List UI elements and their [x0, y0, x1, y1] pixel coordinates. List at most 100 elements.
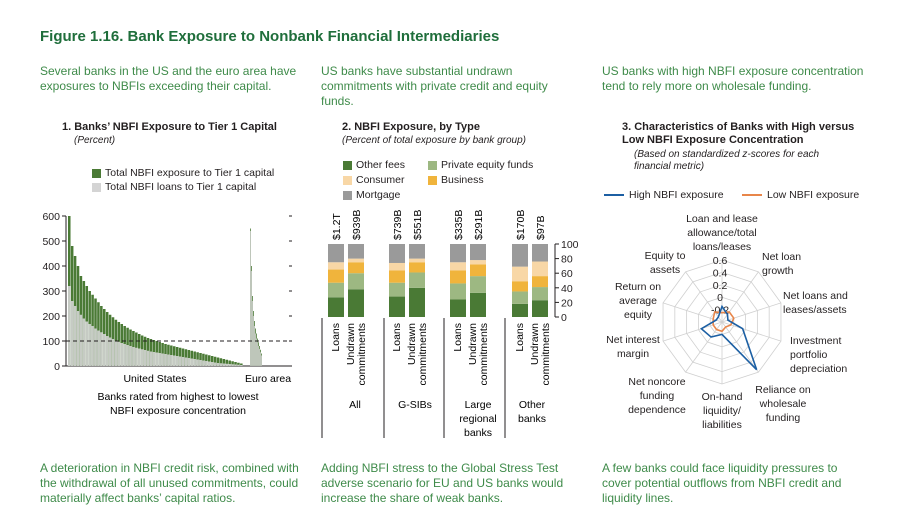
bar-total-loans [164, 354, 167, 366]
bar-total-loans [208, 361, 211, 366]
stack-segment-mortgage [409, 244, 425, 259]
y-tick-label: 40 [561, 283, 573, 295]
bar-total-label: $939B [351, 210, 363, 240]
stack-segment-mortgage [389, 244, 405, 263]
stack-segment-private-equity-funds [470, 276, 486, 293]
stack-segment-other-fees [512, 303, 528, 317]
legend-label: High NBFI exposure [629, 189, 724, 201]
y-tick-label: 500 [42, 236, 60, 248]
stack-segment-private-equity-funds [348, 273, 364, 290]
stack-segment-other-fees [348, 289, 364, 317]
bar-total-loans [79, 314, 83, 366]
bar-total-loans [149, 351, 153, 366]
radar-spoke [721, 321, 782, 342]
legend-line [604, 194, 624, 196]
radar-axis-label: leases/assets [783, 304, 847, 316]
radar-spoke [721, 302, 782, 323]
radar-tick-label: 0.2 [713, 280, 728, 292]
legend-label: Other fees [356, 159, 406, 171]
legend-swatch [343, 160, 352, 170]
bar-total-loans [257, 342, 258, 366]
legend-swatch [428, 160, 437, 170]
legend-label: Consumer [356, 174, 405, 186]
radar-axis-label: liquidity/ [703, 405, 741, 417]
stack-segment-business [409, 262, 425, 273]
bar-total-loans [138, 348, 141, 366]
radar-spoke [721, 321, 759, 373]
bar-total-loans [120, 343, 124, 366]
bar-total-loans [196, 359, 199, 366]
stack-segment-private-equity-funds [512, 291, 528, 304]
stack-segment-business [389, 270, 405, 283]
stack-segment-other-fees [450, 299, 466, 317]
radar-axis-label: Investment [790, 335, 841, 347]
bar-total-loans [94, 328, 97, 366]
stack-segment-private-equity-funds [389, 282, 405, 297]
panel3-footer: A few banks could face liquidity pressur… [602, 461, 842, 505]
stack-segment-mortgage [532, 244, 548, 262]
bar-total-loans [68, 286, 71, 366]
y-tick-label: 200 [42, 311, 60, 323]
radar-tick-label: 0.6 [713, 255, 728, 267]
y-tick-label: 80 [561, 254, 573, 266]
y-tick-label: 300 [42, 286, 60, 298]
bar-total-loans [146, 350, 150, 366]
bar-total-loans [240, 365, 243, 366]
radar-axis-label: wholesale [759, 398, 807, 410]
bar-total-loans [210, 362, 214, 366]
bar-total-exposure [208, 355, 211, 366]
bar-total-exposure [222, 359, 226, 366]
group-label-gsibs: G-SIBs [398, 399, 432, 411]
bar-total-loans [114, 340, 118, 366]
bar-total-loans [155, 352, 159, 366]
y-tick-label: 20 [561, 297, 573, 309]
figure-title: Figure 1.16. Bank Exposure to Nonbank Fi… [40, 28, 500, 45]
bar-total-label: $97B [535, 215, 547, 240]
bar-total-loans [199, 360, 202, 366]
radar-axis-label: On-hand [702, 391, 743, 403]
stack-segment-other-fees [532, 300, 548, 317]
bar-total-loans [225, 363, 229, 366]
bar-total-loans [167, 354, 170, 366]
panel3-lead: US banks with high NBFI exposure concent… [602, 64, 864, 93]
radar-axis-label: portfolio [790, 349, 828, 361]
bar-total-loans [132, 347, 135, 366]
stack-segment-consumer [450, 262, 466, 271]
bar-total-label: $291B [473, 210, 485, 240]
bar-label-loans: Loans [330, 323, 342, 352]
group-label-us: United States [123, 373, 186, 385]
legend-consumer: Consumer [343, 174, 404, 186]
radar-axis-label: growth [762, 265, 794, 277]
bar-label-loans: Loans [452, 323, 464, 352]
legend-total-loans: Total NBFI loans to Tier 1 capital [92, 181, 256, 193]
panel1-lead: Several banks in the US and the euro are… [40, 64, 297, 93]
bar-total-loans [135, 347, 138, 366]
radar-spoke [685, 321, 723, 373]
legend-label: Total NBFI exposure to Tier 1 capital [105, 167, 275, 179]
bar-total-loans [88, 324, 91, 366]
panel3-subtitle: (Based on standardized z-scores for each… [634, 149, 820, 172]
bar-total-loans [251, 271, 252, 366]
stack-segment-business [470, 264, 486, 277]
bar-total-label: $335B [453, 210, 465, 240]
group-label-large-regional: regional [459, 413, 496, 425]
bar-total-loans [231, 364, 234, 366]
panel2-subtitle: (Percent of total exposure by bank group… [342, 135, 526, 146]
legend-swatch [343, 190, 352, 200]
bar-total-loans [187, 358, 191, 366]
bar-total-loans [193, 359, 196, 366]
radar-spoke [662, 321, 723, 342]
group-label-other: banks [518, 413, 546, 425]
bar-total-loans [117, 341, 121, 366]
stack-segment-other-fees [470, 292, 486, 317]
bar-total-loans [178, 356, 182, 366]
bar-total-loans [184, 357, 188, 366]
bar-total-exposure [210, 356, 214, 366]
bar-total-loans [170, 355, 173, 366]
stack-segment-other-fees [389, 296, 405, 317]
stack-segment-business [512, 281, 528, 292]
stack-segment-consumer [470, 260, 486, 265]
y-tick-label: 60 [561, 268, 573, 280]
bar-total-loans [255, 333, 256, 366]
